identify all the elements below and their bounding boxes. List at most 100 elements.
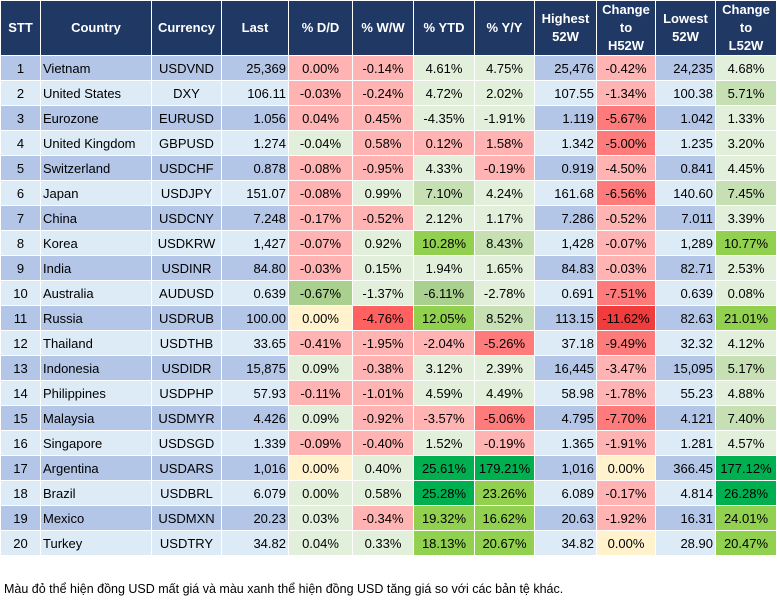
cell-country: Argentina <box>40 455 152 481</box>
table-row: 7 China USDCNY 7.248 -0.17% -0.52% 2.12% 1.17% 7… <box>0 205 777 231</box>
cell-pct-ww: 0.15% <box>352 255 414 281</box>
cell-stt: 9 <box>0 255 41 281</box>
cell-last: 0.878 <box>221 155 289 181</box>
cell-change-to-h52w: -7.51% <box>596 280 656 306</box>
cell-pct-ww: -0.40% <box>352 430 414 456</box>
cell-change-to-h52w: -4.50% <box>596 155 656 181</box>
cell-currency: USDVND <box>151 55 222 81</box>
header-row: STT Country Currency Last% D/D% W/W% YTD% Y… <box>0 0 777 56</box>
cell-highest-52w: 37.18 <box>534 330 597 356</box>
cell-lowest-52w: 4.814 <box>655 480 716 506</box>
cell-lowest-52w: 140.60 <box>655 180 716 206</box>
cell-currency: USDKRW <box>151 230 222 256</box>
cell-pct-yy: -0.19% <box>474 430 535 456</box>
cell-last: 1.274 <box>221 130 289 156</box>
cell-pct-yy: 20.67% <box>474 530 535 556</box>
table-row: 3 Eurozone EURUSD 1.056 0.04% 0.45% -4.35% -1.9… <box>0 105 777 131</box>
cell-lowest-52w: 100.38 <box>655 80 716 106</box>
cell-lowest-52w: 15,095 <box>655 355 716 381</box>
cell-pct-ww: 0.45% <box>352 105 414 131</box>
cell-pct-yy: -1.91% <box>474 105 535 131</box>
cell-pct-dd: -0.03% <box>288 255 353 281</box>
cell-pct-ytd: -3.57% <box>413 405 475 431</box>
cell-change-to-l52w: 2.53% <box>715 255 777 281</box>
cell-change-to-h52w: -11.62% <box>596 305 656 331</box>
cell-stt: 13 <box>0 355 41 381</box>
cell-pct-dd: 0.04% <box>288 530 353 556</box>
table-row: 13 Indonesia USDIDR 15,875 0.09% -0.38% 3.12% 2… <box>0 355 777 381</box>
cell-change-to-h52w: -5.67% <box>596 105 656 131</box>
cell-pct-ww: -0.95% <box>352 155 414 181</box>
cell-pct-ytd: 4.33% <box>413 155 475 181</box>
cell-pct-ytd: -4.35% <box>413 105 475 131</box>
cell-change-to-h52w: -5.00% <box>596 130 656 156</box>
cell-pct-ytd: 3.12% <box>413 355 475 381</box>
cell-change-to-l52w: 20.47% <box>715 530 777 556</box>
cell-pct-dd: 0.09% <box>288 405 353 431</box>
cell-pct-dd: -0.41% <box>288 330 353 356</box>
header-lowest-52w: Lowest 52W <box>655 0 716 56</box>
cell-last: 0.639 <box>221 280 289 306</box>
cell-pct-ytd: 12.05% <box>413 305 475 331</box>
cell-currency: USDPHP <box>151 380 222 406</box>
header-last: Last <box>221 0 289 56</box>
cell-pct-dd: 0.09% <box>288 355 353 381</box>
cell-country: Japan <box>40 180 152 206</box>
cell-pct-dd: -0.03% <box>288 80 353 106</box>
cell-pct-yy: 2.02% <box>474 80 535 106</box>
cell-pct-ytd: -6.11% <box>413 280 475 306</box>
table-row: 20 Turkey USDTRY 34.82 0.04% 0.33% 18.13% 20.67… <box>0 530 777 556</box>
cell-highest-52w: 58.98 <box>534 380 597 406</box>
cell-pct-yy: 1.65% <box>474 255 535 281</box>
cell-pct-dd: -0.11% <box>288 380 353 406</box>
cell-pct-yy: 179.21% <box>474 455 535 481</box>
cell-change-to-l52w: 4.88% <box>715 380 777 406</box>
cell-change-to-l52w: 4.12% <box>715 330 777 356</box>
cell-pct-ytd: 7.10% <box>413 180 475 206</box>
cell-pct-ww: -1.01% <box>352 380 414 406</box>
cell-last: 7.248 <box>221 205 289 231</box>
cell-change-to-h52w: -6.56% <box>596 180 656 206</box>
cell-last: 6.079 <box>221 480 289 506</box>
cell-lowest-52w: 0.639 <box>655 280 716 306</box>
cell-country: Turkey <box>40 530 152 556</box>
cell-change-to-l52w: 4.57% <box>715 430 777 456</box>
table-row: 17 Argentina USDARS 1,016 0.00% 0.40% 25.61% 17… <box>0 455 777 481</box>
cell-stt: 20 <box>0 530 41 556</box>
cell-change-to-h52w: 0.00% <box>596 455 656 481</box>
table-row: 1 Vietnam USDVND 25,369 0.00% -0.14% 4.61% 4.75… <box>0 55 777 81</box>
cell-stt: 1 <box>0 55 41 81</box>
cell-currency: USDINR <box>151 255 222 281</box>
cell-change-to-l52w: 4.68% <box>715 55 777 81</box>
cell-last: 1.339 <box>221 430 289 456</box>
cell-currency: USDARS <box>151 455 222 481</box>
cell-change-to-h52w: -0.52% <box>596 205 656 231</box>
cell-change-to-h52w: -7.70% <box>596 405 656 431</box>
cell-pct-ytd: 10.28% <box>413 230 475 256</box>
header-pct-ww: % W/W <box>352 0 414 56</box>
cell-change-to-h52w: 0.00% <box>596 530 656 556</box>
cell-pct-dd: -0.04% <box>288 130 353 156</box>
cell-lowest-52w: 366.45 <box>655 455 716 481</box>
cell-currency: USDMYR <box>151 405 222 431</box>
cell-last: 57.93 <box>221 380 289 406</box>
cell-highest-52w: 1,016 <box>534 455 597 481</box>
cell-change-to-l52w: 1.33% <box>715 105 777 131</box>
table-row: 10 Australia AUDUSD 0.639 -0.67% -1.37% -6.11%… <box>0 280 777 306</box>
header-stt: STT <box>0 0 41 56</box>
table-row: 5 Switzerland USDCHF 0.878 -0.08% -0.95% 4.33%… <box>0 155 777 181</box>
cell-pct-dd: 0.04% <box>288 105 353 131</box>
cell-currency: USDMXN <box>151 505 222 531</box>
cell-pct-ytd: 1.94% <box>413 255 475 281</box>
cell-lowest-52w: 7.011 <box>655 205 716 231</box>
cell-currency: USDBRL <box>151 480 222 506</box>
cell-last: 84.80 <box>221 255 289 281</box>
table-row: 16 Singapore USDSGD 1.339 -0.09% -0.40% 1.52% -… <box>0 430 777 456</box>
cell-stt: 16 <box>0 430 41 456</box>
cell-last: 4.426 <box>221 405 289 431</box>
cell-highest-52w: 25,476 <box>534 55 597 81</box>
cell-stt: 3 <box>0 105 41 131</box>
cell-pct-dd: 0.00% <box>288 480 353 506</box>
cell-last: 15,875 <box>221 355 289 381</box>
cell-lowest-52w: 1.281 <box>655 430 716 456</box>
